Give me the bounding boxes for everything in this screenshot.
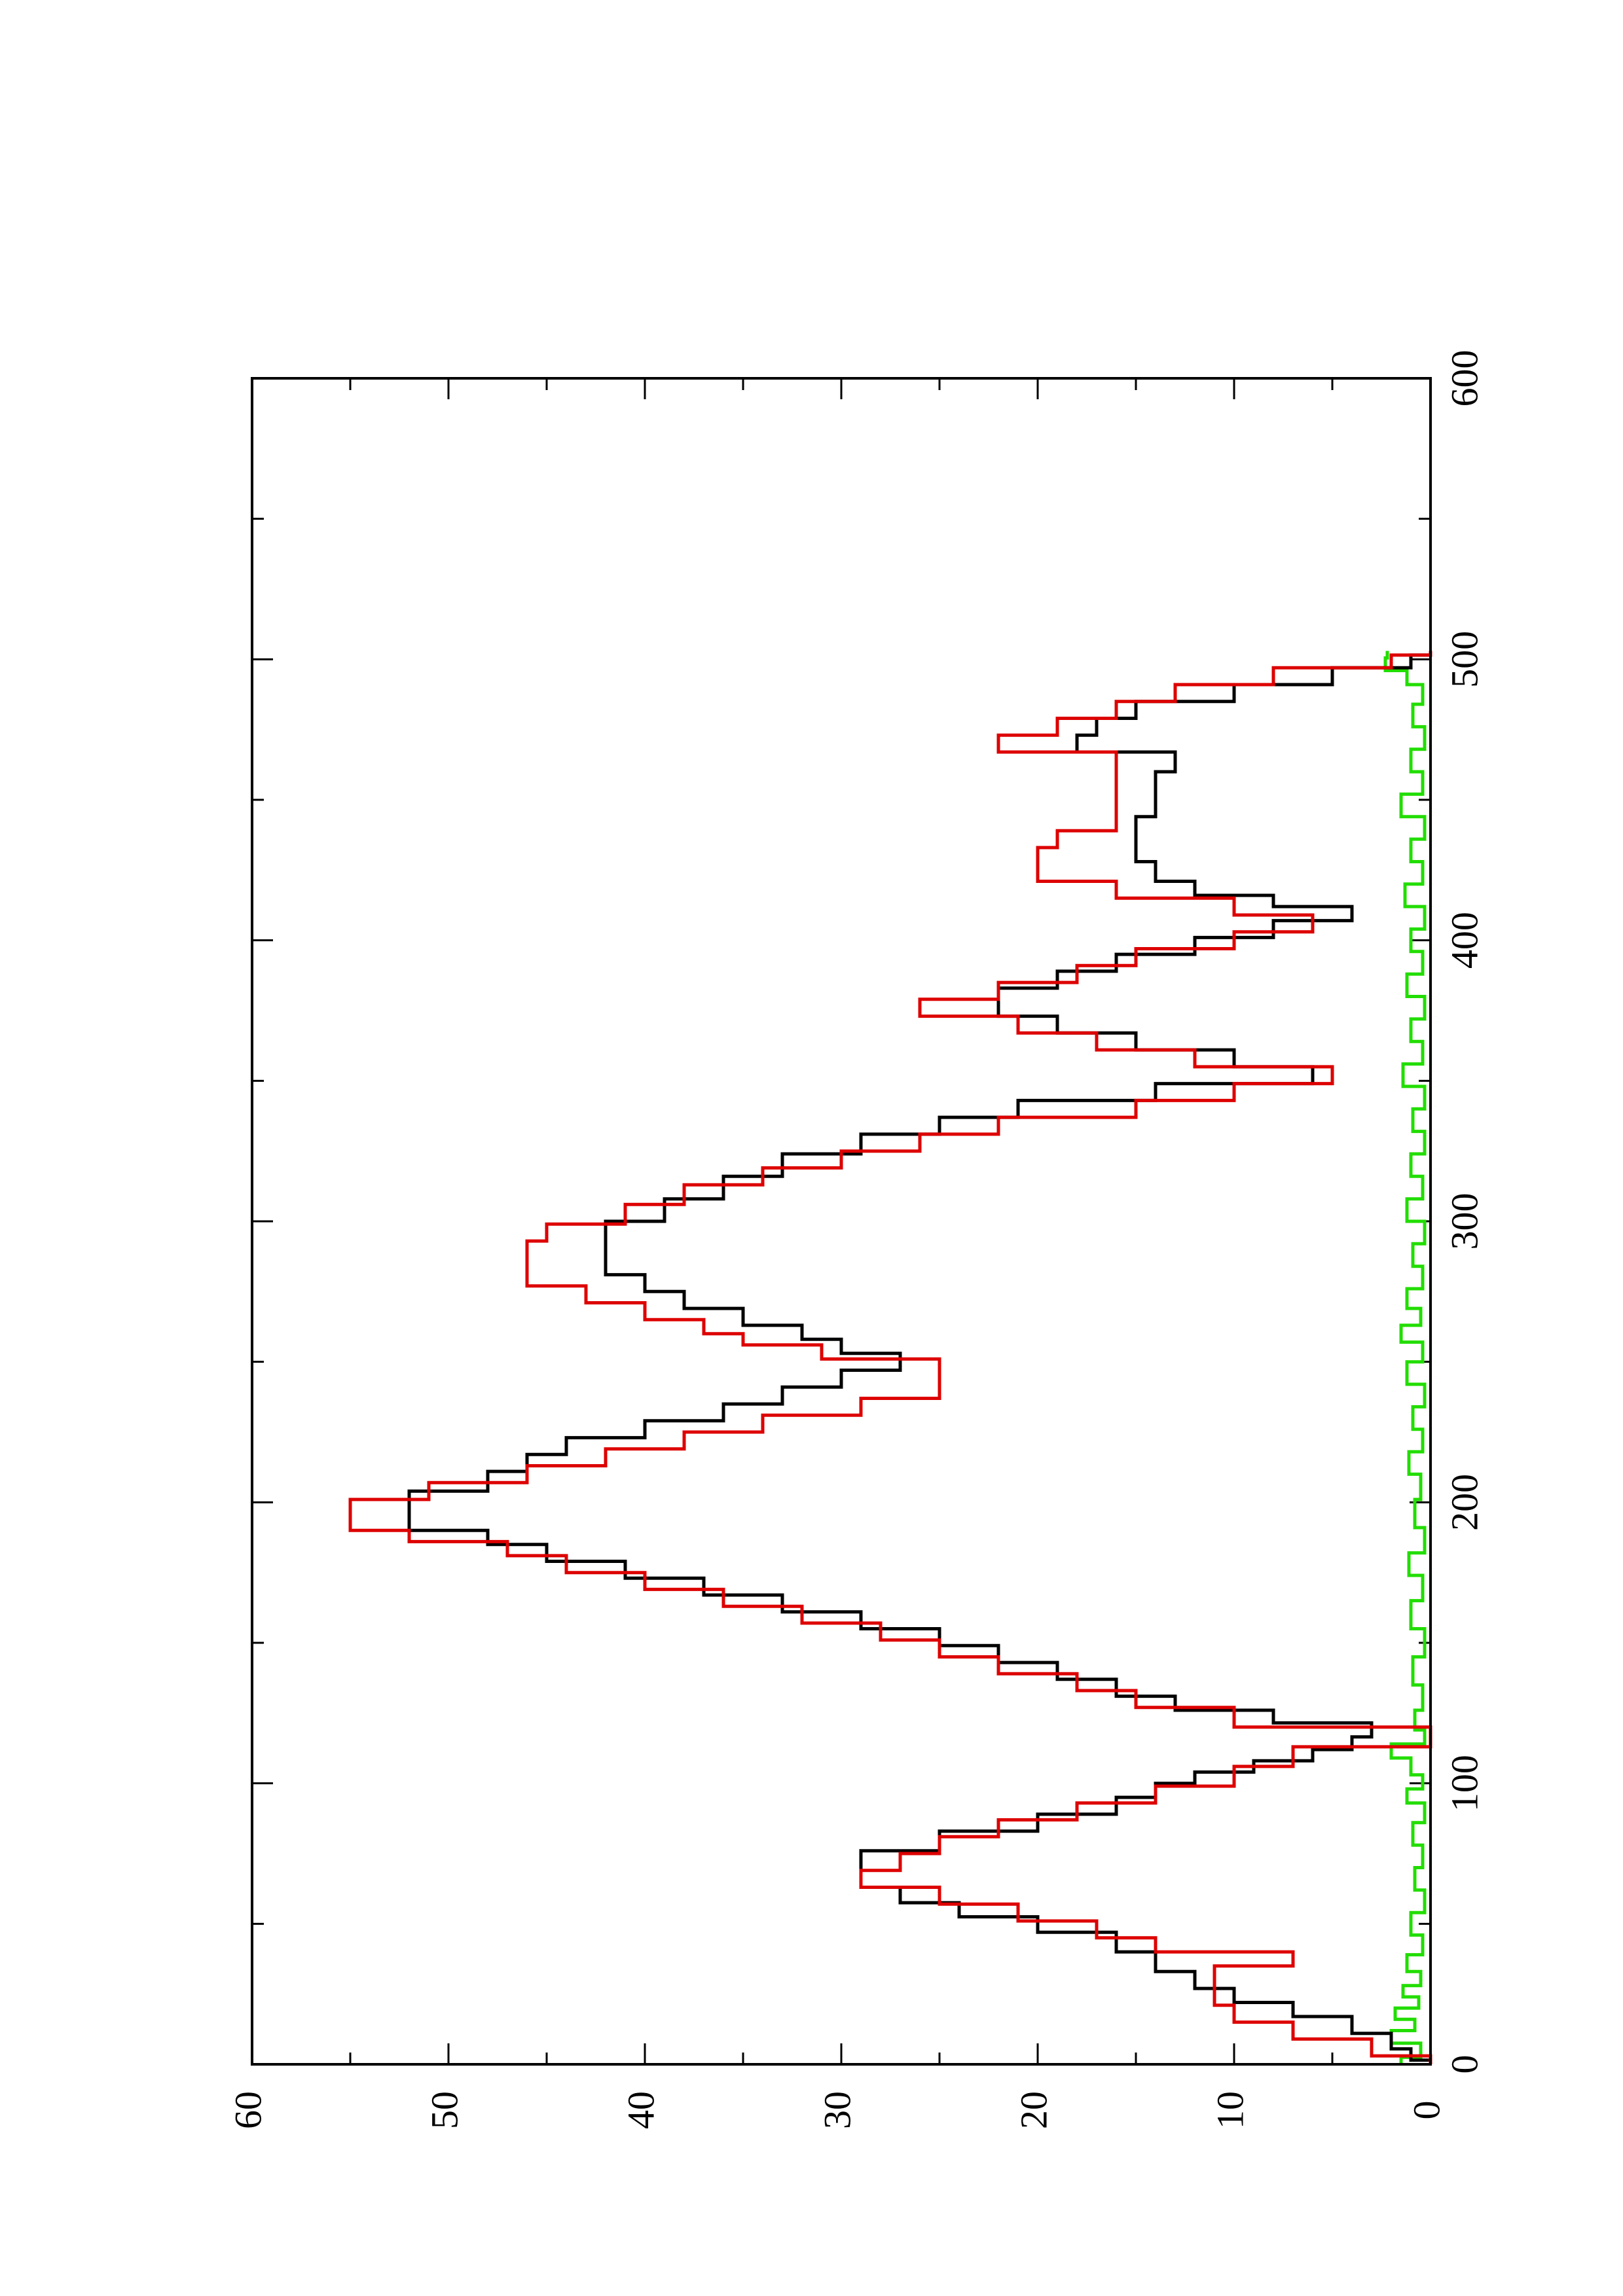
y-tick-label: 30	[816, 2091, 858, 2129]
x-tick-label: 100	[1443, 1755, 1486, 1812]
x-tick-label: 400	[1443, 912, 1486, 969]
plot-frame	[251, 377, 1432, 2066]
x-tick-label: 0	[1443, 2055, 1486, 2074]
series-layer	[348, 651, 1432, 2064]
y-tick-label: 60	[227, 2091, 269, 2129]
y-tick-label: 50	[423, 2091, 465, 2129]
x-tick-label: 600	[1443, 350, 1486, 407]
x-tick-label: 300	[1443, 1193, 1486, 1250]
y-tick-label: 20	[1012, 2091, 1055, 2129]
green-series-line	[1383, 651, 1427, 2064]
y-tick-label: 40	[619, 2091, 662, 2129]
y-tick-label: 0	[1405, 2101, 1448, 2120]
ticks-layer	[251, 377, 1432, 2066]
y-tick-label: 10	[1209, 2091, 1251, 2129]
x-tick-label: 500	[1443, 631, 1486, 688]
labels-layer: 0 100 200 300 400 500 600 0 10 20 30 40 50 60	[227, 350, 1486, 2130]
x-tick-label: 200	[1443, 1474, 1486, 1531]
red-series-line	[348, 651, 1432, 2064]
